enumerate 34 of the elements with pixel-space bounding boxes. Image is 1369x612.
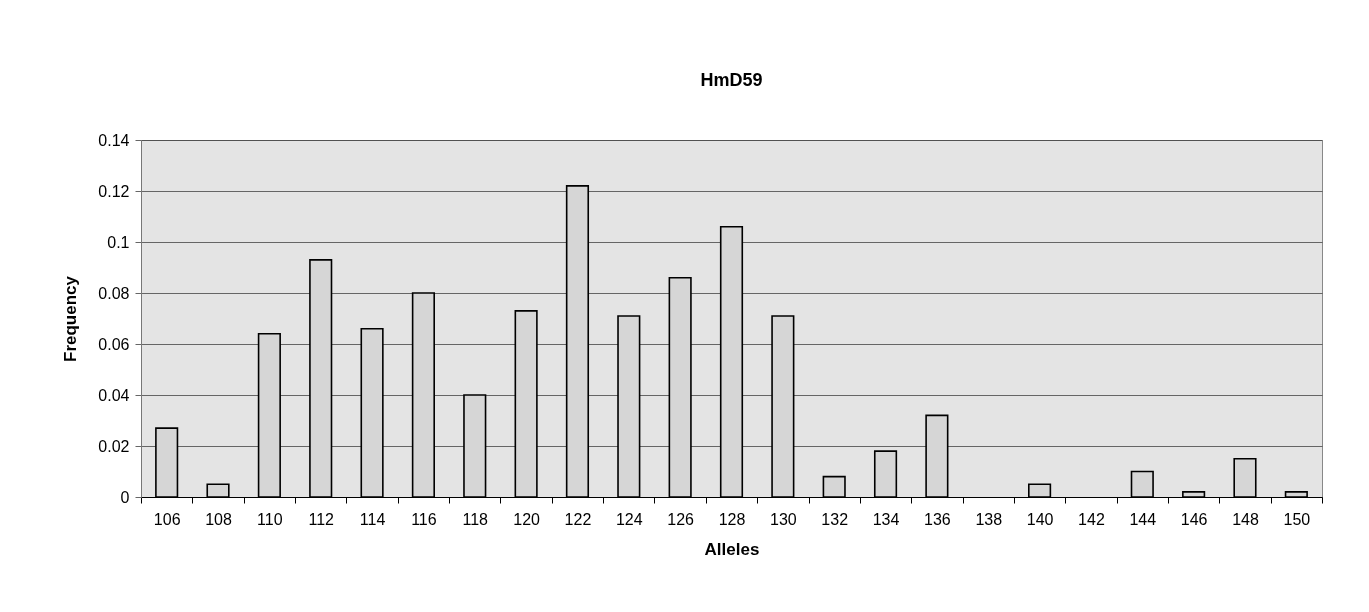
x-tick-label: 150 — [1283, 510, 1311, 528]
y-tick-label: 0.14 — [98, 131, 130, 149]
x-tick-label: 138 — [975, 510, 1003, 528]
x-tick-label: 126 — [667, 510, 695, 528]
x-tick-label: 112 — [308, 510, 335, 528]
chart-title: HmD59 — [700, 70, 763, 90]
x-tick-label: 134 — [872, 510, 900, 528]
x-tick-label: 144 — [1129, 510, 1157, 528]
y-tick-label: 0 — [120, 488, 130, 506]
x-tick-label: 128 — [718, 510, 746, 528]
x-tick-label: 140 — [1026, 510, 1054, 528]
x-tick-label: 108 — [205, 510, 232, 528]
y-tick-label: 0.12 — [98, 182, 130, 200]
x-tick-label: 122 — [564, 510, 592, 528]
x-tick-label: 130 — [770, 510, 797, 528]
x-tick-label: 116 — [411, 510, 437, 528]
x-tick-label: 110 — [257, 510, 283, 528]
y-tick-label: 0.06 — [98, 335, 130, 353]
x-tick-label: 106 — [153, 510, 181, 528]
x-tick-label: 124 — [615, 510, 643, 528]
x-tick-label: 148 — [1232, 510, 1259, 528]
y-axis-title: Frequency — [61, 275, 81, 362]
x-tick-label: 146 — [1180, 510, 1208, 528]
x-tick-label: 142 — [1078, 510, 1105, 528]
x-tick-label: 136 — [924, 510, 951, 528]
x-tick-label: 114 — [359, 510, 386, 528]
y-tick-label: 0.02 — [98, 437, 130, 455]
x-tick-label: 120 — [513, 510, 541, 528]
y-tick-label: 0.08 — [98, 284, 130, 302]
y-tick-label: 0.1 — [107, 233, 130, 251]
x-tick-label: 132 — [821, 510, 849, 528]
x-axis-title: Alleles — [704, 539, 760, 559]
y-tick-label: 0.04 — [98, 386, 130, 404]
x-tick-label: 118 — [462, 510, 489, 528]
